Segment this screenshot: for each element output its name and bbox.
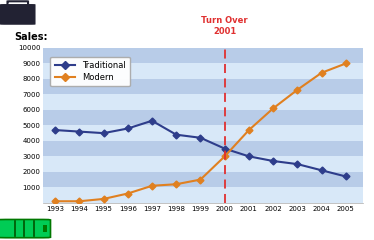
Text: 1/26: 1/26 bbox=[332, 7, 367, 21]
Legend: Traditional, Modern: Traditional, Modern bbox=[50, 57, 130, 86]
Bar bbox=[43, 172, 363, 187]
Bar bbox=[43, 125, 363, 141]
Bar bbox=[43, 225, 47, 232]
Text: Transition of market: Transition of market bbox=[116, 8, 258, 21]
Bar bbox=[43, 63, 363, 79]
FancyBboxPatch shape bbox=[0, 4, 36, 25]
Bar bbox=[43, 79, 363, 94]
Bar bbox=[43, 94, 363, 110]
Text: Turn Over
2001: Turn Over 2001 bbox=[201, 16, 248, 36]
FancyBboxPatch shape bbox=[0, 219, 50, 238]
Bar bbox=[43, 156, 363, 172]
Text: Sales:: Sales: bbox=[14, 32, 48, 42]
Bar bbox=[43, 141, 363, 156]
Bar bbox=[43, 48, 363, 63]
Bar bbox=[43, 110, 363, 125]
Bar bbox=[43, 187, 363, 203]
